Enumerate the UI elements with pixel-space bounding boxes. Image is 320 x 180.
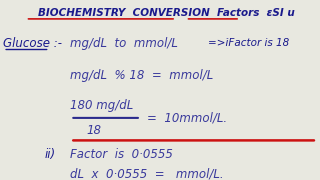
Text: =  10mmol/L.: = 10mmol/L. — [147, 111, 227, 124]
Text: BIOCHEMISTRY  CONVERSION  Factors  εSI u: BIOCHEMISTRY CONVERSION Factors εSI u — [38, 8, 295, 18]
Text: mg/dL  % 18  =  mmol/L: mg/dL % 18 = mmol/L — [70, 69, 214, 82]
Text: ii): ii) — [45, 148, 56, 161]
Text: 180 mg/dL: 180 mg/dL — [70, 99, 134, 112]
Text: dL  x  0·0555  =   mmol/L.: dL x 0·0555 = mmol/L. — [70, 167, 224, 180]
Text: Glucose :-: Glucose :- — [3, 37, 62, 50]
Text: mg/dL  to  mmol/L: mg/dL to mmol/L — [70, 37, 178, 50]
Text: 18: 18 — [86, 124, 101, 137]
Text: Factor  is  0·0555: Factor is 0·0555 — [70, 148, 173, 161]
Text: =>i̇Factor is 18: =>i̇Factor is 18 — [208, 38, 289, 48]
